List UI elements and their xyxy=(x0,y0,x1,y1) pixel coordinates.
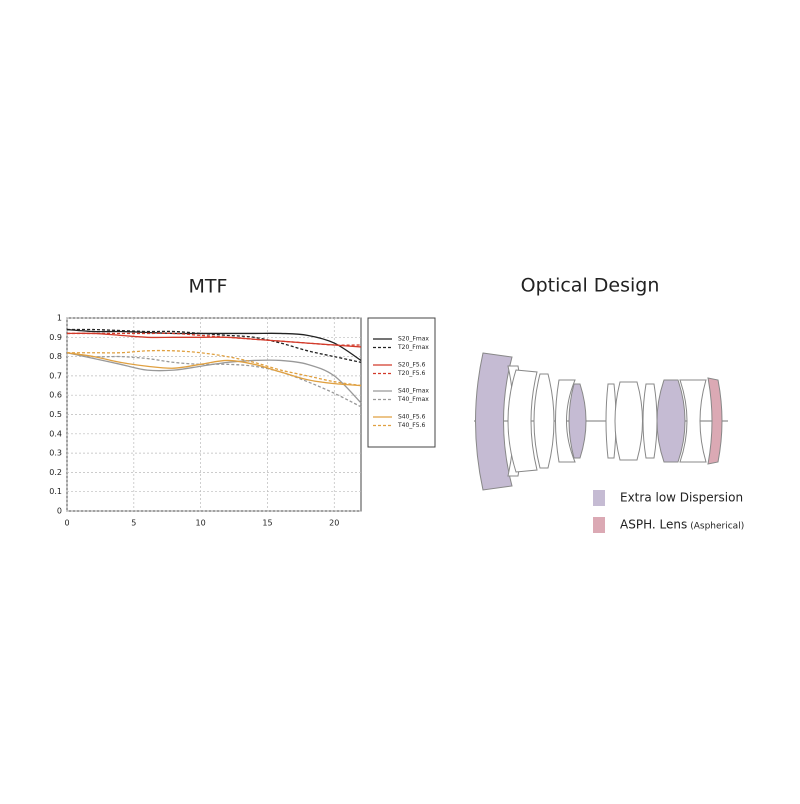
legend-label: S20_Fmax xyxy=(398,336,429,343)
lens-element xyxy=(605,383,617,459)
x-tick-label: 10 xyxy=(196,519,206,528)
lens-element xyxy=(679,379,707,463)
lens-element xyxy=(614,381,643,461)
y-tick-label: 1 xyxy=(57,314,62,323)
lens-element xyxy=(568,383,587,459)
chart-title: MTF xyxy=(189,276,228,298)
y-tick-label: 0.2 xyxy=(49,468,62,477)
series-line xyxy=(67,349,362,387)
legend-label: S40_Fmax xyxy=(398,388,429,395)
series-line xyxy=(66,328,362,364)
y-tick-label: 0.8 xyxy=(49,352,62,361)
lens-element xyxy=(507,369,538,473)
y-tick-label: 0.4 xyxy=(49,429,62,438)
legend-label: S40_F5.6 xyxy=(398,414,426,421)
series-line xyxy=(67,332,362,346)
diagram-title: Optical Design xyxy=(521,275,660,297)
series-line xyxy=(66,332,362,348)
lens-element xyxy=(555,379,576,463)
y-tick-label: 0.3 xyxy=(49,449,62,458)
y-tick-label: 0.1 xyxy=(49,487,62,496)
legend-label: T20_Fmax xyxy=(397,344,429,351)
y-tick-label: 0.9 xyxy=(49,333,62,342)
lens-element xyxy=(656,379,686,463)
lens-diagram xyxy=(474,352,728,491)
lens-element xyxy=(642,383,658,459)
legend-swatch xyxy=(593,490,605,506)
legend-label: S20_F5.6 xyxy=(398,362,426,369)
legend-swatch xyxy=(593,517,605,533)
y-tick-label: 0.5 xyxy=(49,410,62,419)
series-line xyxy=(66,352,362,408)
legend-label: T40_F5.6 xyxy=(397,422,425,429)
x-tick-label: 15 xyxy=(262,519,272,528)
x-tick-label: 20 xyxy=(329,519,339,528)
y-tick-label: 0.7 xyxy=(49,371,62,380)
lens-element xyxy=(533,373,555,469)
legend-label: T20_F5.6 xyxy=(397,370,425,377)
x-tick-label: 5 xyxy=(131,519,136,528)
legend-label: Extra low Dispersion xyxy=(620,491,743,505)
legend-box xyxy=(367,317,436,448)
legend-note: (Aspherical) xyxy=(690,522,744,532)
x-tick-label: 0 xyxy=(64,519,69,528)
y-tick-label: 0 xyxy=(57,507,62,516)
series-line xyxy=(66,352,362,387)
lens-element xyxy=(475,352,513,491)
y-tick-label: 0.6 xyxy=(49,391,62,400)
lens-element xyxy=(707,377,723,465)
legend-label: ASPH. Lens xyxy=(620,518,687,532)
series-line xyxy=(66,328,362,362)
legend-label: T40_Fmax xyxy=(397,396,429,403)
